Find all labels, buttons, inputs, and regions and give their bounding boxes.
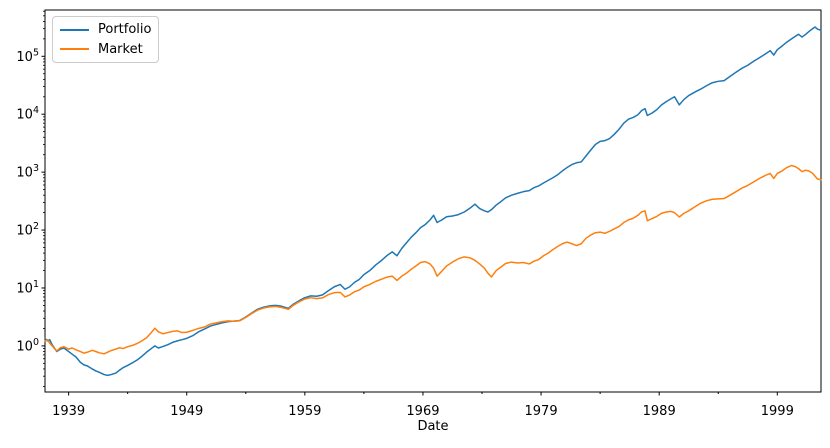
plot-border [44, 9, 822, 393]
x-tick-label: 1949 [170, 404, 203, 419]
portfolio-line-sample [60, 28, 89, 31]
y-tick-label: 105 [16, 47, 39, 64]
market-line [44, 164, 822, 355]
x-tick-label: 1989 [643, 404, 676, 419]
x-axis-title: Date [417, 419, 449, 434]
legend: Portfolio Market [52, 16, 159, 63]
y-tick-label: 100 [16, 337, 39, 355]
y-tick-label: 103 [16, 163, 39, 181]
legend-item-market: Market [60, 43, 158, 56]
portfolio-line [44, 26, 822, 377]
market-line-sample [60, 48, 89, 51]
legend-item-portfolio: Portfolio [60, 23, 158, 36]
legend-label-market: Market [98, 41, 143, 57]
y-tick-label: 101 [16, 279, 39, 297]
y-tick-label: 102 [16, 221, 39, 239]
x-tick-label: 1959 [288, 404, 321, 419]
legend-label-portfolio: Portfolio [98, 22, 152, 38]
x-tick-label: 1999 [761, 404, 794, 419]
x-tick-label: 1969 [406, 404, 439, 419]
x-tick-label: 1979 [525, 404, 558, 419]
y-tick-label: 104 [16, 105, 39, 123]
x-tick-label: 1939 [52, 404, 85, 419]
